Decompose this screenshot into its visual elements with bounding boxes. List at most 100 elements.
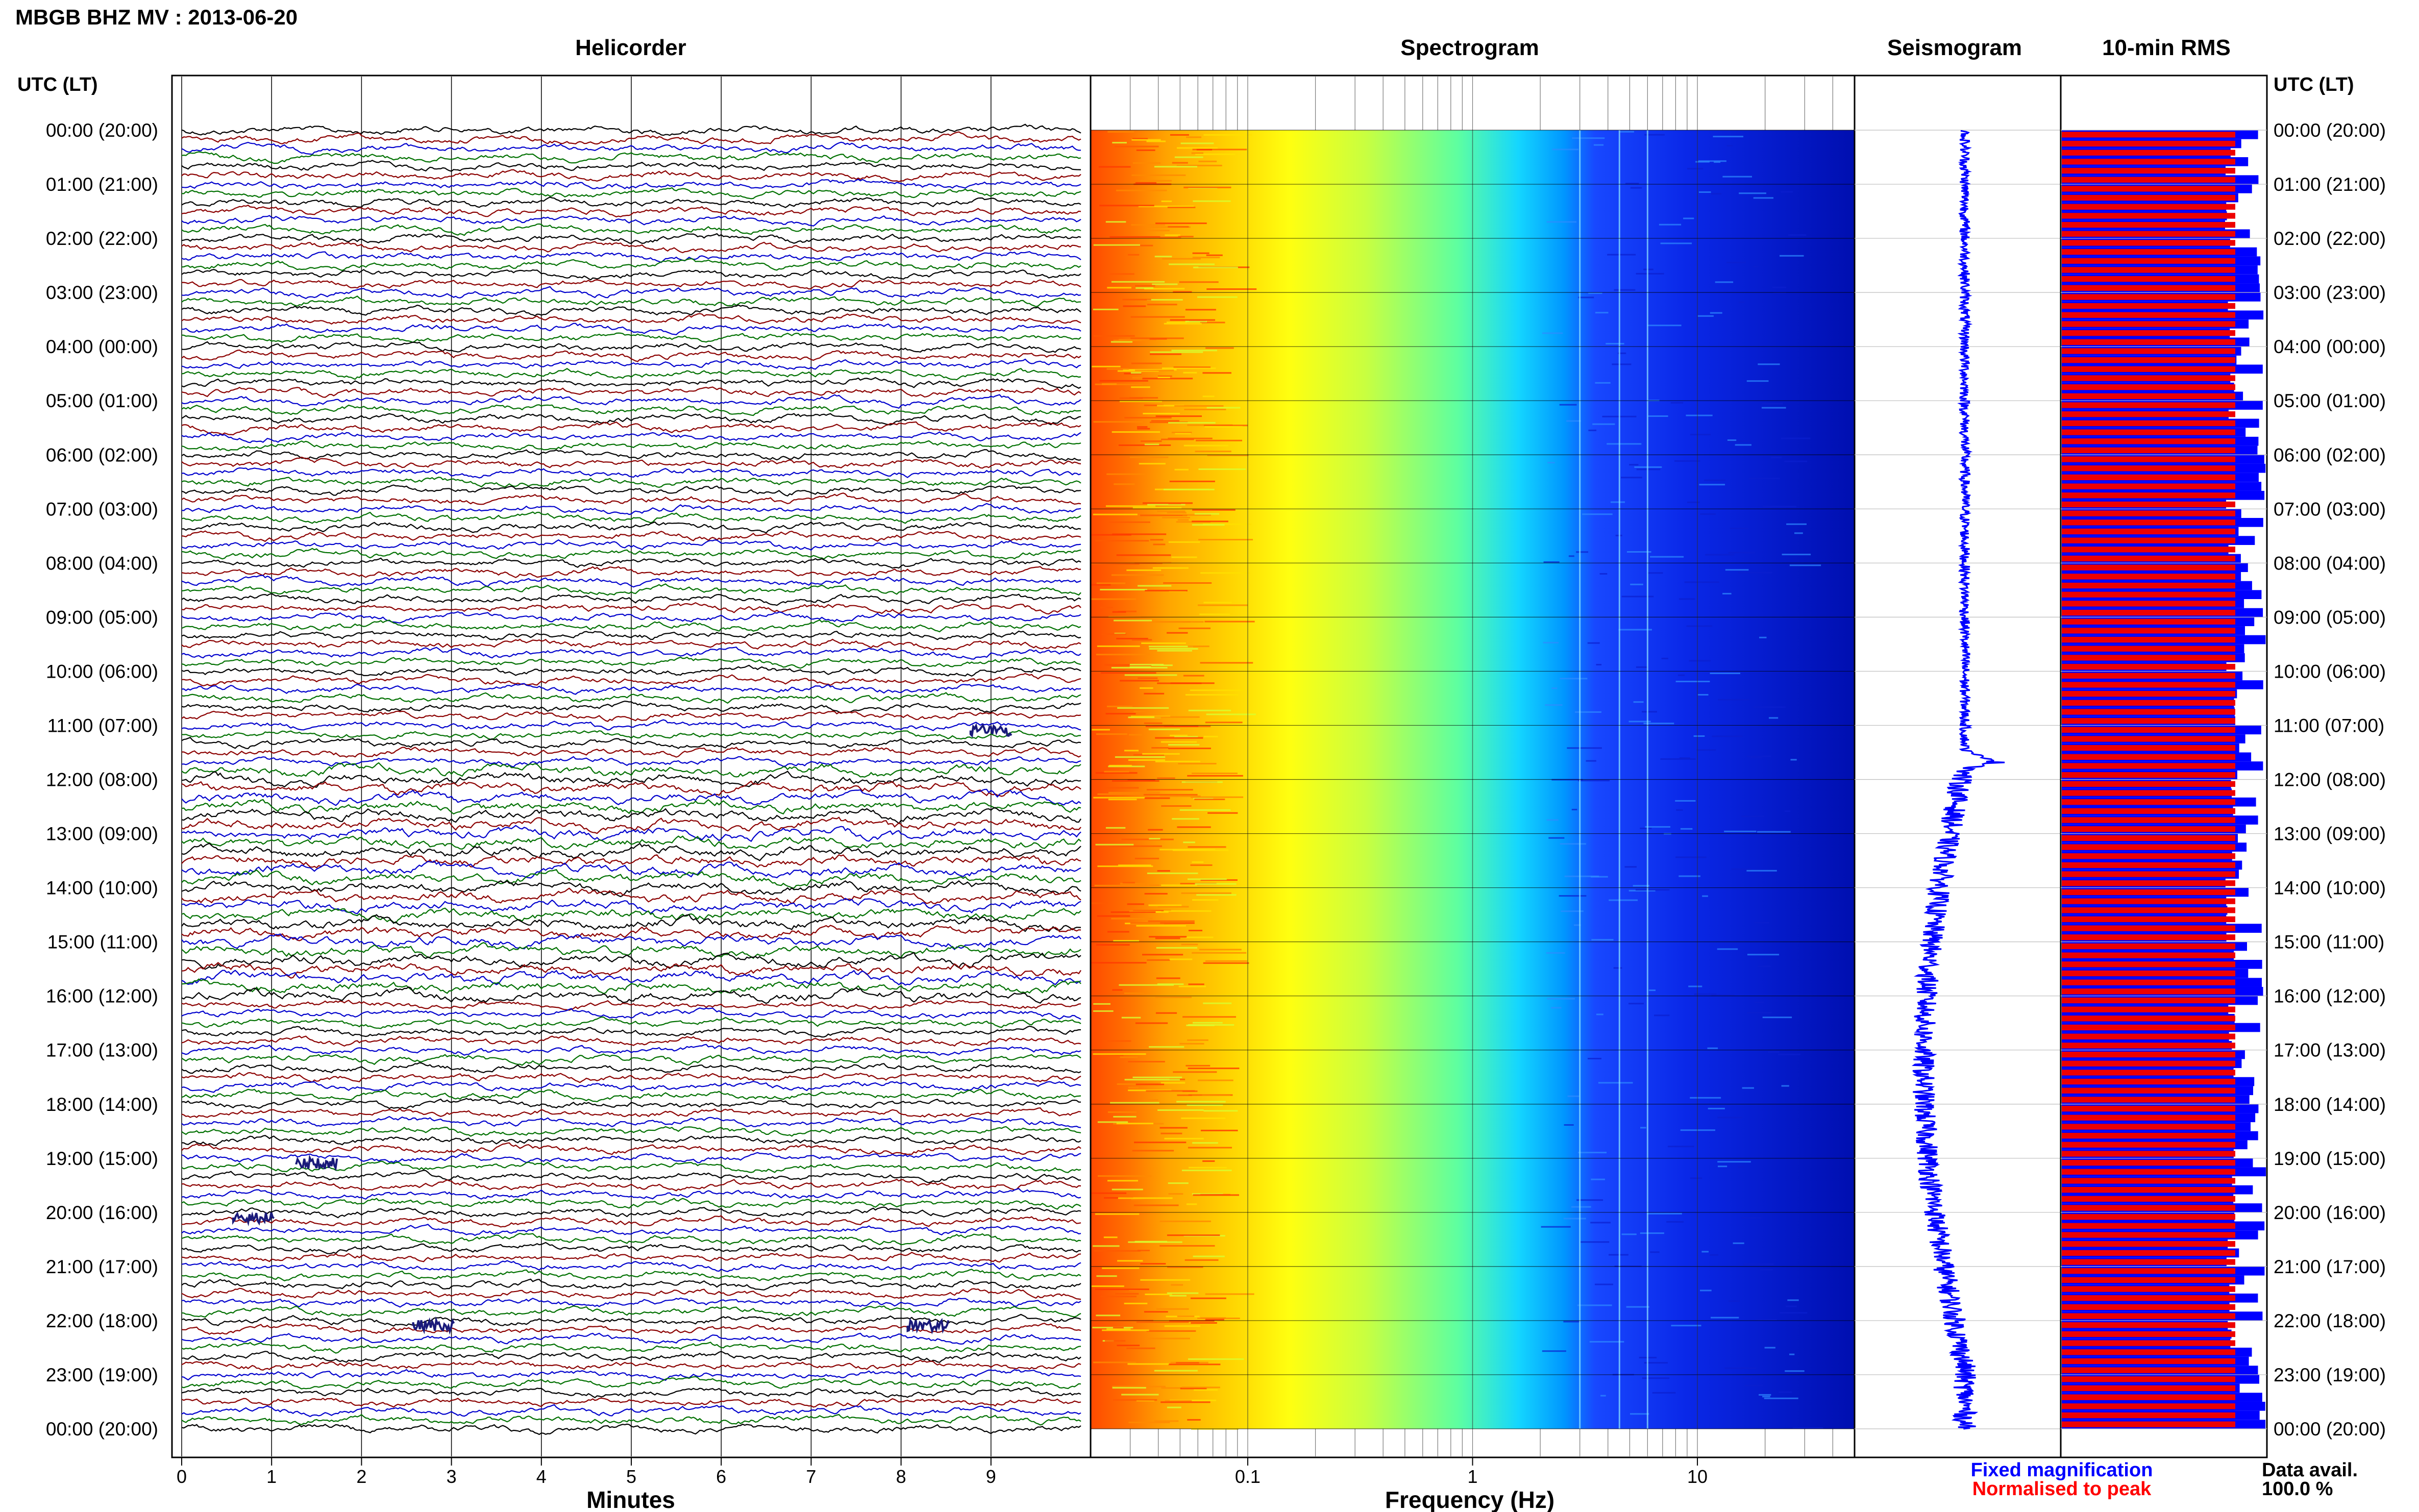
spectrogram-streak: [1596, 1013, 1603, 1015]
spectrogram-streak: [1173, 1071, 1217, 1073]
helicorder-trace: [181, 1072, 1081, 1083]
spectrogram-streak: [1128, 1061, 1165, 1062]
helicorder-trace: [181, 854, 1081, 869]
spectrogram-streak: [1105, 787, 1139, 789]
helicorder-trace: [181, 394, 1081, 409]
spectrogram-streak: [1206, 713, 1256, 715]
spectrogram-streak: [1794, 532, 1803, 534]
spectrogram-streak: [1168, 744, 1200, 746]
spectrogram-streak: [1165, 1400, 1192, 1402]
spectrogram-streak: [1543, 561, 1560, 563]
spectrogram-streak: [1741, 1217, 1762, 1219]
spectrogram-streak: [1194, 1389, 1218, 1391]
rms-bar-normalised: [2062, 763, 2235, 769]
time-label-left: 22:00 (18:00): [46, 1310, 158, 1331]
spectrogram-streak: [1186, 936, 1214, 938]
spectrogram-streak: [1118, 444, 1171, 446]
spectrogram-streak: [1563, 1218, 1586, 1220]
helicorder-trace: [181, 557, 1081, 569]
spectrogram-streak: [1091, 1192, 1127, 1194]
spectrogram-streak: [1779, 1391, 1792, 1393]
helicorder-trace: [181, 887, 1081, 904]
spectrogram-streak: [1593, 144, 1604, 146]
rms-bar-normalised: [2062, 826, 2235, 832]
spectrogram-streak: [1690, 1097, 1721, 1099]
spectrogram-streak: [1739, 301, 1745, 303]
spectrogram-streak: [1174, 736, 1198, 738]
helicorder-trace: [181, 440, 1081, 452]
spectrogram-streak: [1168, 437, 1213, 439]
spectrogram-streak: [1156, 977, 1180, 979]
rms-bar-normalised: [2062, 618, 2235, 625]
spectrogram-streak: [1147, 304, 1177, 306]
spectrogram-streak: [1129, 397, 1158, 399]
spectrogram-streak: [1107, 1111, 1137, 1113]
spectrogram-streak: [1547, 462, 1555, 464]
spectrogram-streak: [1133, 710, 1149, 712]
rms-bar-normalised: [2062, 636, 2235, 643]
spectrogram-streak: [1207, 454, 1249, 456]
spectrogram-streak: [1713, 136, 1743, 138]
spectrogram-streak: [1733, 1242, 1744, 1244]
helicorder-event: [412, 1316, 455, 1335]
spectrogram-streak: [1780, 255, 1804, 257]
spectrogram-streak: [1628, 721, 1651, 723]
rms-bar-normalised: [2062, 1196, 2235, 1202]
time-label-left: 14:00 (10:00): [46, 878, 158, 899]
helicorder-trace: [181, 880, 1081, 898]
spectrogram-streak: [1130, 456, 1169, 458]
spectrogram-streak: [1190, 689, 1244, 691]
spectrogram-streaks: [1091, 131, 1823, 1430]
spectrogram-streak: [1091, 563, 1140, 565]
seismogram-title: Seismogram: [1887, 35, 2022, 60]
helicorder-trace: [181, 233, 1081, 244]
helicorder-trace: [181, 1369, 1081, 1381]
spectrogram-streak: [1147, 872, 1198, 874]
spectrogram-streak: [1173, 291, 1192, 293]
spectrogram-streak: [1161, 201, 1172, 202]
spectrogram-streak: [1589, 1341, 1624, 1343]
rms-bar-normalised: [2062, 601, 2235, 607]
spectrogram-streak: [1590, 1222, 1611, 1224]
spectrogram-streak: [1700, 1290, 1712, 1292]
rms-bar-normalised: [2062, 1277, 2235, 1283]
rms-bar-normalised: [2062, 510, 2235, 516]
spectrogram-streak: [1168, 1364, 1221, 1366]
spectrogram-streak: [1718, 1166, 1727, 1168]
spectrogram-streak: [1192, 773, 1238, 774]
seismogram-panel: [1854, 75, 2062, 1458]
time-label-right: 19:00 (15:00): [2274, 1148, 2386, 1169]
spectrogram-streak: [1131, 139, 1161, 141]
time-label-right: 03:00 (23:00): [2274, 282, 2386, 303]
spectrogram-streak: [1705, 554, 1735, 556]
helicorder-trace: [181, 456, 1081, 469]
spectrogram-streak: [1141, 440, 1162, 442]
helicorder-trace: [181, 1025, 1081, 1038]
helicorder-trace: [181, 710, 1081, 722]
spectrogram-streak: [1117, 1345, 1140, 1347]
spectrogram-streak: [1107, 705, 1133, 707]
spectrogram-streak: [1134, 1142, 1187, 1144]
spectrogram-streak: [1110, 1102, 1159, 1104]
rms-bar-normalised: [2062, 1142, 2235, 1148]
spectrogram-streak: [1640, 827, 1652, 829]
helicorder-trace: [181, 907, 1081, 924]
spectrogram-streak: [1105, 827, 1126, 829]
spectrogram-streak: [1699, 191, 1711, 193]
helicorder-trace: [181, 1134, 1081, 1147]
spectrogram-streak: [1578, 1152, 1607, 1154]
time-label-left: 00:00 (20:00): [46, 1419, 158, 1440]
rms-bar-normalised: [2062, 547, 2235, 553]
spectrogram-streak: [1194, 513, 1220, 515]
spectrogram-streak: [1711, 1317, 1739, 1319]
spectrogram-streak: [1203, 1110, 1238, 1112]
spectrogram-streak: [1156, 561, 1172, 563]
rms-bar-normalised: [2062, 339, 2235, 345]
spectrogram-streak: [1750, 756, 1762, 758]
minute-tick-label: 5: [626, 1466, 636, 1487]
spectrogram-streak: [1096, 582, 1126, 584]
spectrogram-streak: [1694, 993, 1717, 995]
spectrogram-streak: [1105, 1340, 1126, 1342]
spectrogram-streak: [1674, 460, 1700, 462]
spectrogram-streak: [1741, 815, 1764, 817]
